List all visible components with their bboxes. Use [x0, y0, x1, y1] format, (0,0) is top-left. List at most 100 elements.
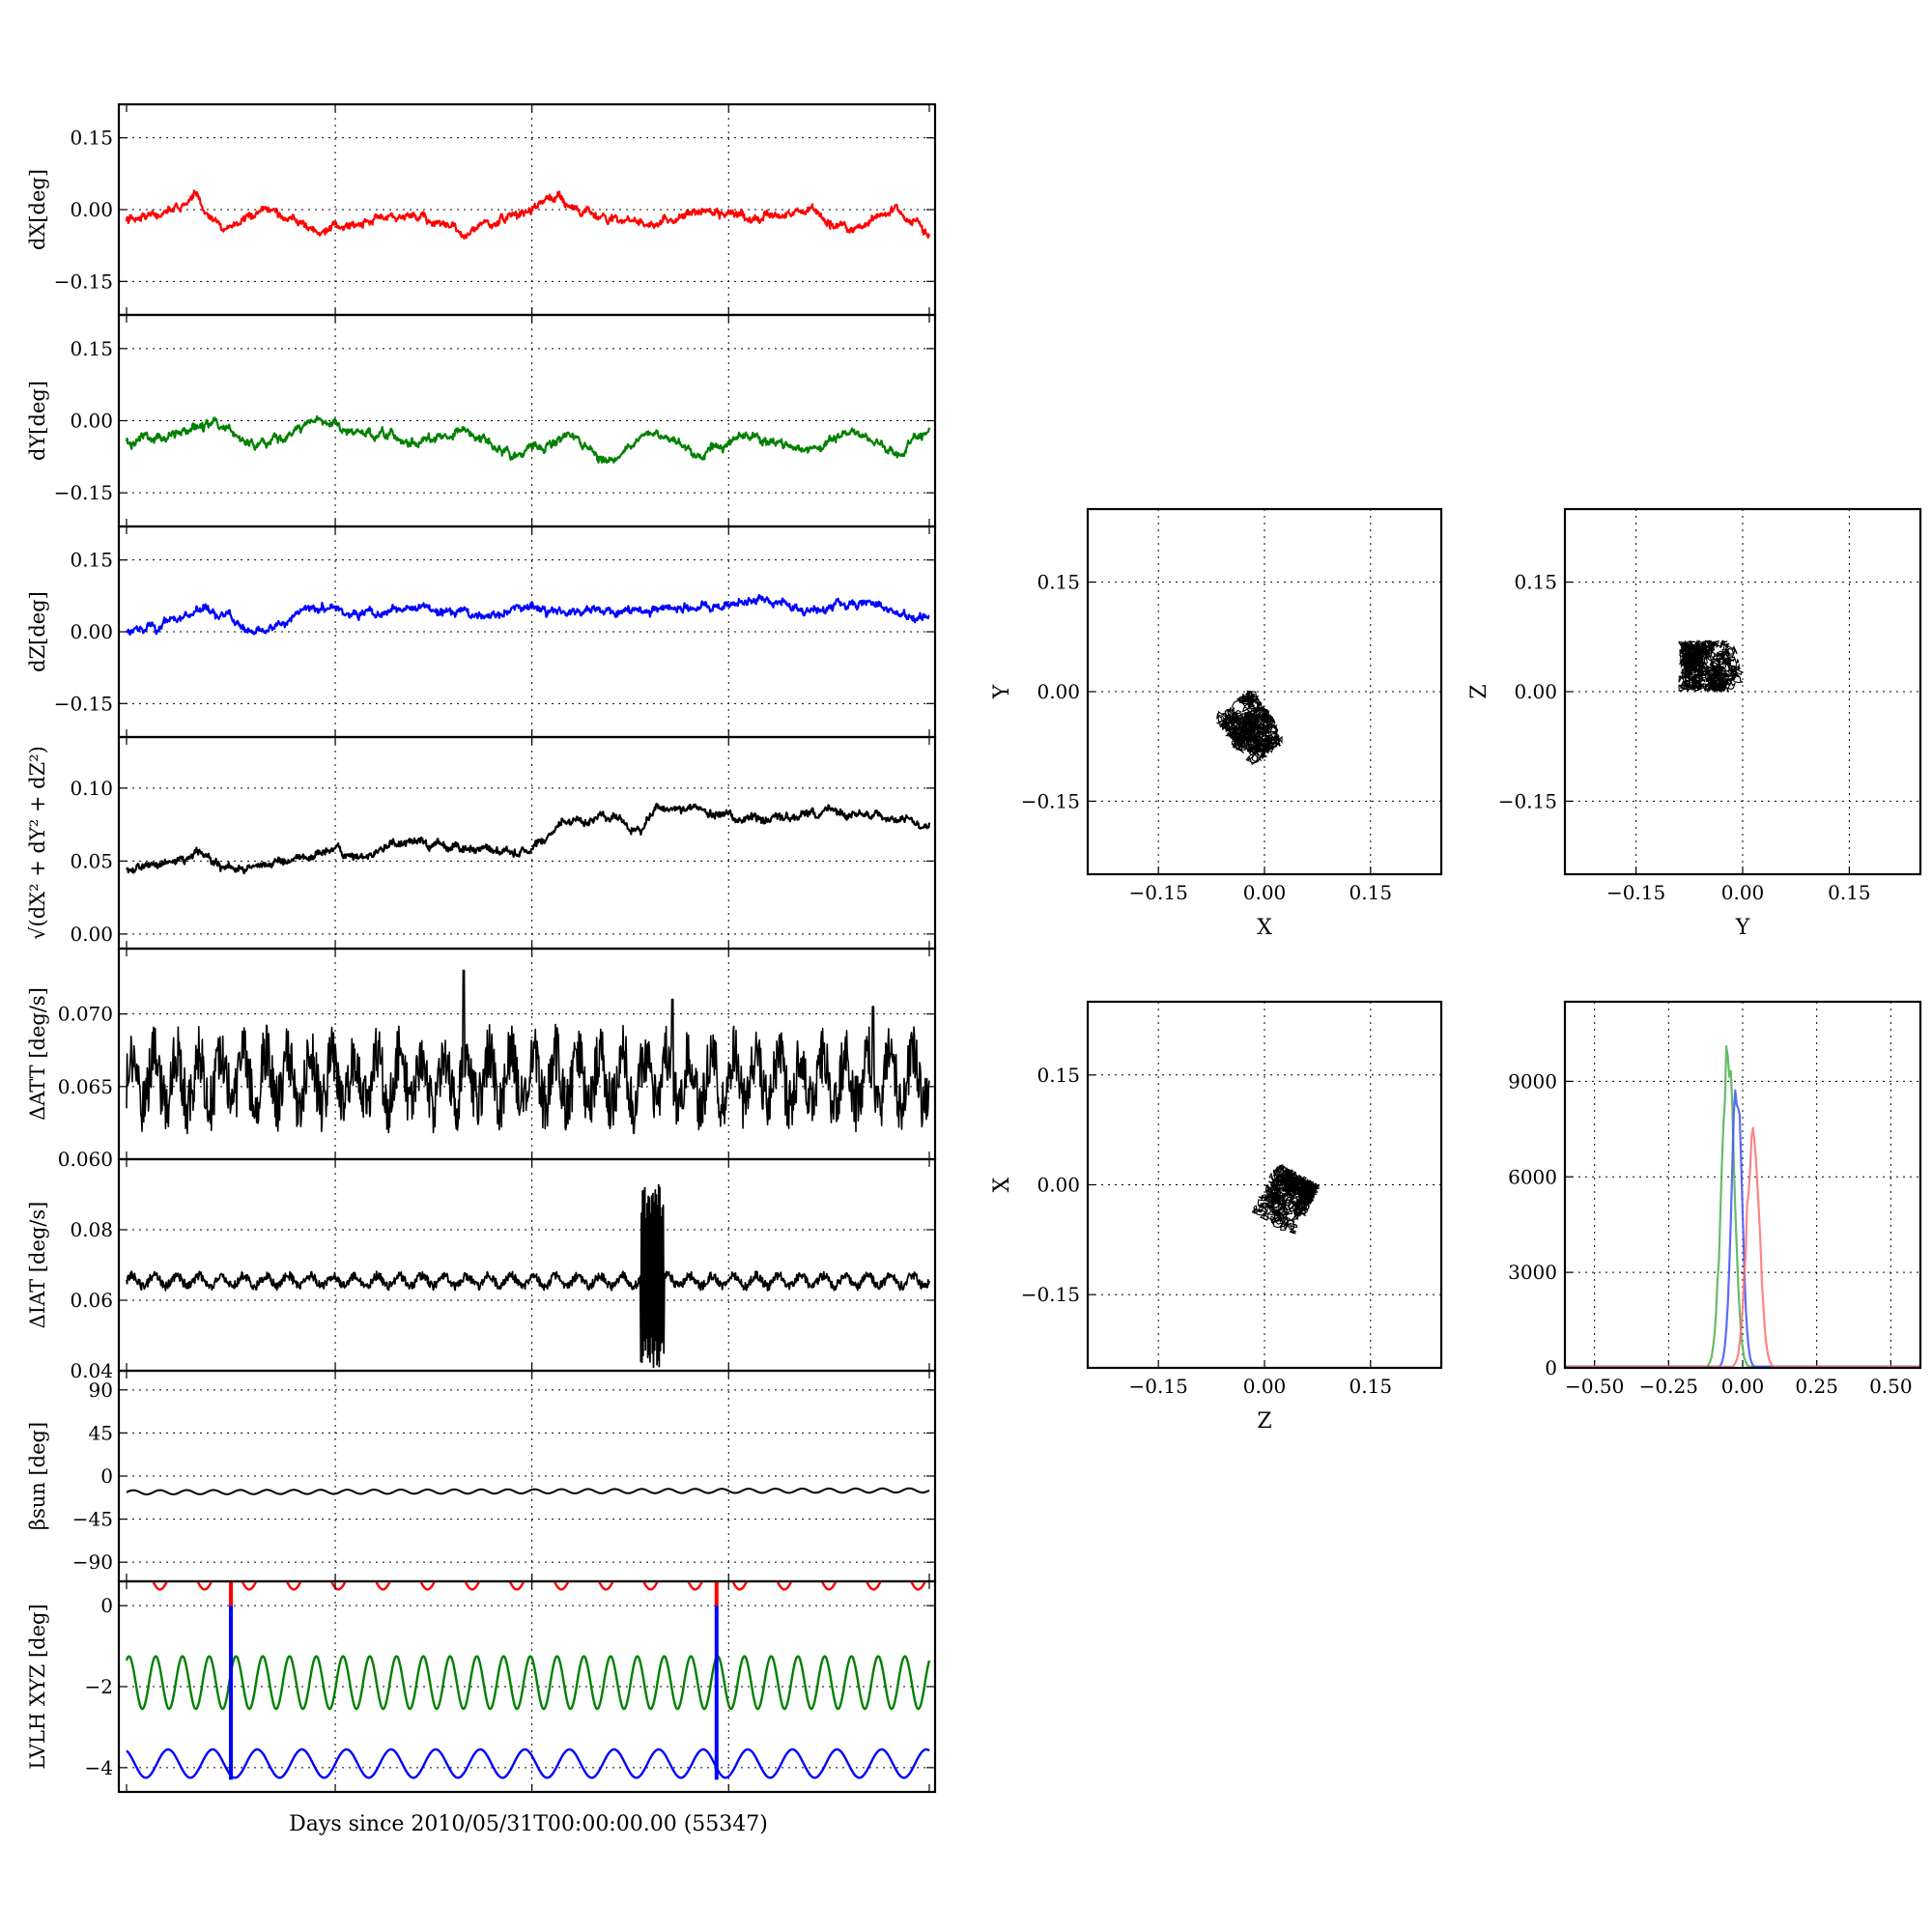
x-tick-label: 0.00	[1243, 881, 1287, 904]
data-series-line-0	[152, 1581, 926, 1591]
y-tick-label: −0.15	[54, 481, 113, 504]
y-tick-label: 0.15	[1037, 1064, 1080, 1087]
y-tick-label: 6000	[1508, 1165, 1557, 1188]
y-axis-label: dZ[deg]	[26, 591, 49, 672]
series-group	[125, 593, 930, 637]
histogram-series-2	[1565, 1126, 1920, 1368]
y-tick-label: 0.00	[70, 410, 113, 433]
panel-scatter_xy: −0.15 0.00 0.15 0.15 0.00 −0.15 X Y	[990, 507, 1443, 940]
y-tick-label: 3000	[1508, 1261, 1557, 1284]
x-tick-label: 0.00	[1721, 1375, 1765, 1398]
y-axis-label: dX[deg]	[26, 169, 49, 250]
x-tick-label: −0.15	[1129, 1375, 1188, 1398]
y-tick-label: 0.00	[1037, 680, 1080, 703]
x-tick-label: 0.15	[1350, 881, 1393, 904]
y-tick-label: −0.15	[54, 692, 113, 715]
panel-frame	[1086, 507, 1443, 876]
x-tick-label: 0.50	[1869, 1375, 1913, 1398]
series-group	[126, 803, 931, 875]
y-tick-label: −0.15	[1021, 1283, 1080, 1306]
y-axis-label: √(dX² + dY² + dZ²)	[26, 746, 49, 940]
y-tick-label: 0.00	[1037, 1174, 1080, 1197]
y-axis-label: LVLH XYZ [deg]	[26, 1604, 49, 1769]
panel-histogram: −0.50 −0.25 0.00 0.25 0.50 9000 6000 3000 0	[1508, 1000, 1922, 1398]
y-tick-label: 0.00	[70, 198, 113, 221]
y-tick-label: 0.15	[1514, 571, 1557, 594]
data-series-line-0	[126, 969, 930, 1135]
series-group	[125, 1581, 931, 1780]
x-tick-label: −0.15	[1129, 881, 1188, 904]
y-tick-label: 0.15	[70, 549, 113, 572]
y-tick-label: 45	[89, 1421, 113, 1444]
data-series-line-2	[126, 1747, 930, 1779]
y-tick-label: −4	[85, 1756, 113, 1779]
y-tick-label: 0.08	[70, 1218, 113, 1241]
panel-dR: 0.10 0.05 0.00 √(dX² + dY² + dZ²)	[26, 735, 937, 951]
y-tick-label: −0.15	[1498, 789, 1557, 812]
x-tick-label: −0.25	[1639, 1375, 1698, 1398]
x-axis-label: X	[1257, 916, 1272, 940]
x-axis-label: Y	[1735, 916, 1750, 940]
x-tick-label: 0.00	[1721, 881, 1765, 904]
x-tick-label: 0.25	[1795, 1375, 1838, 1398]
x-axis-label: Z	[1257, 1409, 1271, 1434]
y-tick-label: 0.10	[70, 777, 113, 800]
panel-dIAT: 0.08 0.06 0.04 ΔIAT [deg/s]	[26, 1157, 937, 1382]
panel-frame	[117, 1157, 937, 1373]
data-series-line-0	[126, 1487, 930, 1495]
y-tick-label: −0.15	[54, 270, 113, 293]
data-series-line-0	[125, 189, 931, 241]
y-tick-label: 0.05	[70, 849, 113, 872]
panel-beta_sun: 90 45 0 −45 −90 βsun [deg]	[26, 1369, 937, 1583]
panel-frame	[117, 735, 937, 951]
y-tick-label: 0.15	[70, 127, 113, 150]
y-tick-label: 0.00	[1514, 680, 1557, 703]
y-tick-label: 0	[100, 1464, 113, 1488]
time-axis-label: Days since 2010/05/31T00:00:00.00 (55347…	[289, 1812, 768, 1836]
y-tick-label: 0.00	[70, 923, 113, 946]
y-tick-label: 0.04	[70, 1359, 113, 1382]
plot-area: 0.150.00−0.15dX[deg]0.150.00−0.15dY[deg]…	[26, 102, 1922, 1794]
x-tick-label: 0.15	[1350, 1375, 1393, 1398]
series-group	[126, 1183, 930, 1369]
y-tick-label: 0.065	[58, 1075, 113, 1098]
scatter-trace	[1677, 639, 1745, 694]
y-axis-label: ΔATT [deg/s]	[26, 987, 49, 1121]
y-axis-label: βsun [deg]	[26, 1422, 49, 1530]
y-tick-label: 0.15	[1037, 571, 1080, 594]
y-axis-label: Z	[1467, 684, 1492, 698]
y-tick-label: 9000	[1508, 1069, 1557, 1093]
panel-dATT: 0.070 0.065 0.060 ΔATT [deg/s]	[26, 947, 937, 1171]
y-tick-label: −2	[85, 1675, 113, 1698]
data-series-line-0	[125, 414, 931, 464]
y-tick-label: 0	[100, 1594, 113, 1617]
y-tick-label: 0.060	[58, 1148, 113, 1171]
data-series-line-1	[125, 1655, 931, 1711]
data-series-line-0	[126, 803, 931, 875]
series-group	[125, 414, 931, 464]
panel-scatter_zx: −0.15 0.00 0.15 0.15 0.00 −0.15 Z X	[990, 1000, 1443, 1434]
series-group	[125, 189, 931, 241]
x-tick-label: 0.00	[1243, 1375, 1287, 1398]
y-tick-label: −90	[72, 1550, 113, 1574]
y-tick-label: 0.06	[70, 1289, 113, 1312]
panel-frame	[1086, 1000, 1443, 1370]
scatter-trace	[1251, 1164, 1321, 1235]
data-series-line-0	[125, 593, 930, 637]
series-group	[126, 969, 930, 1135]
x-tick-label: −0.50	[1565, 1375, 1624, 1398]
y-tick-label: −0.15	[1021, 789, 1080, 812]
panel-scatter_yz: −0.15 0.00 0.15 0.15 0.00 −0.15 Y Z	[1467, 507, 1922, 940]
y-tick-label: 0.15	[70, 337, 113, 360]
y-tick-label: 90	[89, 1378, 113, 1402]
y-tick-label: 0.070	[58, 1003, 113, 1026]
scatter-trace	[1215, 690, 1283, 766]
y-axis-label: Y	[990, 684, 1014, 699]
panel-frame	[1563, 1000, 1922, 1370]
y-axis-label: X	[990, 1177, 1014, 1192]
series-group	[126, 1487, 930, 1495]
